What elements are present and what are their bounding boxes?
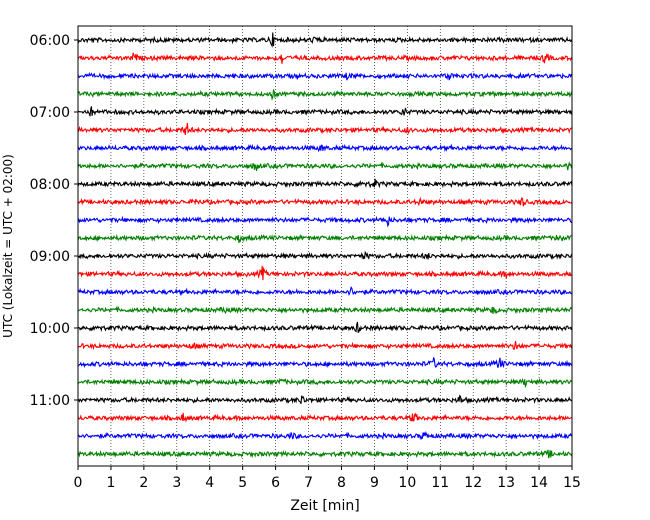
x-tick-label: 9 [370, 475, 379, 491]
trace-1030 [77, 357, 573, 369]
x-tick-label: 2 [139, 475, 148, 491]
trace-0945 [77, 305, 573, 315]
y-tick-label: 11:00 [30, 393, 70, 409]
x-tick-label: 8 [337, 475, 346, 491]
trace-0845 [77, 233, 573, 244]
trace-0900 [77, 250, 573, 260]
y-tick-label: 06:00 [30, 33, 70, 49]
trace-0830 [77, 215, 573, 228]
x-tick-label: 1 [106, 475, 115, 491]
y-tick-label: 09:00 [30, 249, 70, 265]
trace-0915 [77, 265, 573, 281]
x-tick-label: 12 [464, 475, 482, 491]
x-axis: 0 1 2 3 4 5 6 7 8 9 10 11 12 13 14 15 [74, 466, 581, 491]
y-tick-label: 10:00 [30, 321, 70, 337]
trace-0645 [77, 88, 573, 101]
x-tick-label: 15 [563, 475, 581, 491]
x-tick-label: 0 [74, 475, 83, 491]
trace-0730 [77, 143, 573, 153]
trace-1145 [77, 449, 573, 459]
x-tick-label: 3 [172, 475, 181, 491]
x-tick-label: 13 [497, 475, 515, 491]
trace-0615 [77, 52, 573, 64]
trace-1100 [77, 394, 573, 405]
grid [110, 26, 540, 466]
trace-1045 [77, 377, 573, 389]
y-axis: 06:00 07:00 08:00 09:00 10:00 11:00 [30, 33, 78, 409]
x-tick-label: 5 [238, 475, 247, 491]
x-tick-label: 4 [205, 475, 214, 491]
x-tick-label: 11 [431, 475, 449, 491]
trace-0700 [77, 106, 573, 117]
trace-0630 [77, 71, 573, 81]
plot-frame [77, 25, 573, 467]
trace-1015 [77, 340, 573, 351]
trace-0815 [77, 196, 573, 207]
x-tick-label: 10 [398, 475, 416, 491]
x-tick-label: 6 [271, 475, 280, 491]
trace-0800 [77, 178, 573, 189]
trace-0930 [77, 286, 573, 297]
trace-1115 [77, 412, 573, 423]
x-axis-label: Zeit [min] [290, 498, 359, 514]
y-axis-label: UTC (Lokalzeit = UTC + 02:00) [1, 154, 15, 338]
trace-0745 [77, 161, 573, 172]
traces [77, 32, 573, 459]
trace-0600 [77, 32, 573, 48]
x-tick-label: 14 [530, 475, 548, 491]
y-tick-label: 07:00 [30, 105, 70, 121]
y-tick-label: 08:00 [30, 177, 70, 193]
trace-1000 [77, 321, 573, 334]
trace-0715 [77, 122, 573, 135]
trace-1130 [77, 431, 573, 441]
x-tick-label: 7 [304, 475, 313, 491]
